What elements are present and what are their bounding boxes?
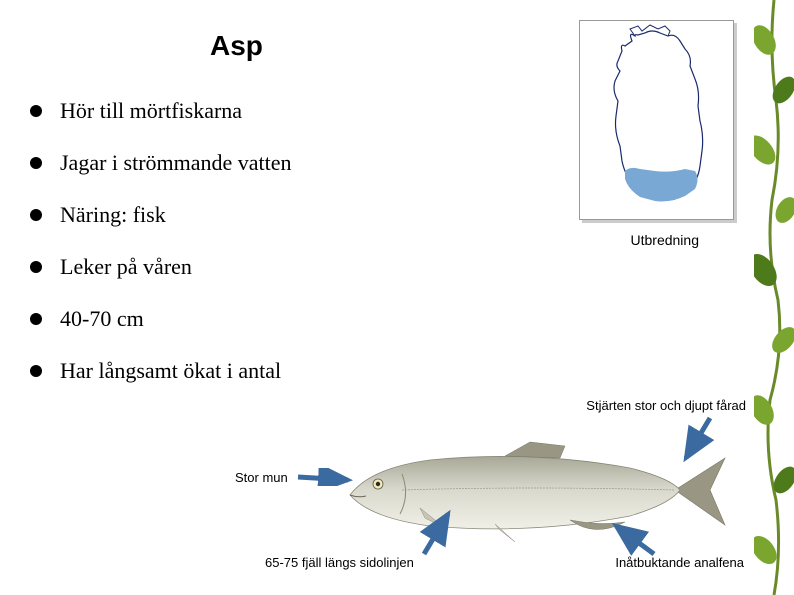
fish-illustration — [330, 440, 730, 550]
list-item: 40-70 cm — [30, 306, 530, 332]
list-item: Har långsamt ökat i antal — [30, 358, 530, 384]
bullet-icon — [30, 105, 42, 117]
tail-annotation: Stjärten stor och djupt fårad — [586, 398, 746, 413]
tail-arrow-icon — [680, 414, 720, 464]
scales-annotation: 65-75 fjäll längs sidolinjen — [265, 555, 414, 570]
distribution-map — [579, 20, 734, 220]
map-caption: Utbredning — [631, 232, 700, 248]
bullet-icon — [30, 365, 42, 377]
bullet-icon — [30, 209, 42, 221]
bullet-icon — [30, 261, 42, 273]
page-title: Asp — [210, 30, 263, 62]
bullet-icon — [30, 157, 42, 169]
bullet-text: Jagar i strömmande vatten — [60, 150, 292, 176]
bullet-list: Hör till mörtfiskarna Jagar i strömmande… — [30, 98, 530, 410]
list-item: Hör till mörtfiskarna — [30, 98, 530, 124]
bullet-text: Näring: fisk — [60, 202, 166, 228]
list-item: Jagar i strömmande vatten — [30, 150, 530, 176]
bullet-text: Hör till mörtfiskarna — [60, 98, 242, 124]
bullet-text: Leker på våren — [60, 254, 192, 280]
scales-arrow-icon — [418, 508, 458, 558]
mouth-arrow-icon — [296, 468, 356, 486]
bullet-text: 40-70 cm — [60, 306, 144, 332]
list-item: Leker på våren — [30, 254, 530, 280]
vine-decoration — [754, 0, 794, 595]
bullet-icon — [30, 313, 42, 325]
list-item: Näring: fisk — [30, 202, 530, 228]
bullet-text: Har långsamt ökat i antal — [60, 358, 281, 384]
analfin-annotation: Inåtbuktande analfena — [615, 555, 744, 570]
mouth-annotation: Stor mun — [235, 470, 288, 485]
analfin-arrow-icon — [610, 520, 660, 560]
